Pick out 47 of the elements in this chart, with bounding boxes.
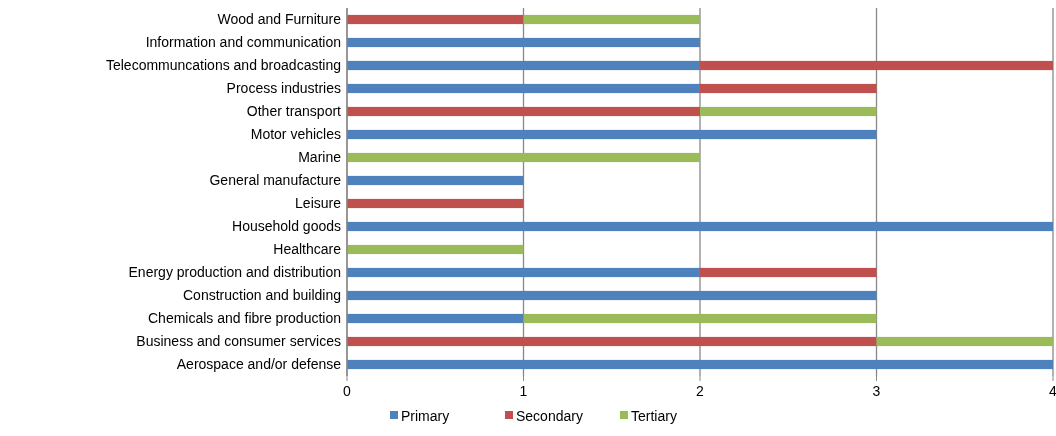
y-tick-label: Other transport: [246, 103, 342, 120]
bar: [347, 221, 1053, 232]
y-tick-label: Business and consumer services: [136, 333, 341, 350]
bar: [347, 336, 877, 347]
bar: [347, 359, 1053, 370]
y-tick-label: General manufacture: [209, 172, 342, 189]
y-tick-label: Healthcare: [273, 241, 342, 258]
bar: [347, 290, 877, 301]
y-tick-label: Motor vehicles: [250, 126, 341, 143]
y-tick-label: Energy production and distribution: [128, 264, 341, 281]
bar: [700, 60, 1053, 71]
bar: [523, 14, 700, 25]
bar: [347, 244, 524, 255]
bar: [347, 83, 700, 94]
x-tick-label: 2: [696, 383, 705, 399]
bar: [347, 14, 524, 25]
bar: [347, 267, 700, 278]
y-tick-label: Household goods: [232, 218, 341, 235]
bar: [347, 313, 524, 324]
bar: [347, 129, 877, 140]
x-tick-label: 1: [519, 383, 528, 399]
y-tick-label: Wood and Furniture: [217, 11, 342, 28]
y-tick-label: Chemicals and fibre production: [148, 310, 341, 327]
bar: [347, 60, 700, 71]
legend-label: Primary: [401, 407, 450, 424]
bar: [347, 106, 700, 117]
bar: [700, 267, 877, 278]
y-tick-label: Information and communication: [145, 34, 341, 51]
x-tick-label: 4: [1049, 383, 1056, 399]
y-tick-label: Aerospace and/or defense: [176, 356, 342, 373]
legend-label: Tertiary: [631, 407, 677, 424]
legend-label: Secondary: [516, 407, 583, 424]
x-tick-label: 3: [872, 383, 881, 399]
y-tick-label: Leisure: [295, 195, 342, 212]
bar: [347, 37, 700, 48]
bar: [700, 106, 877, 117]
x-tick-label: 0: [343, 383, 352, 399]
bar: [347, 198, 524, 209]
y-tick-label: Telecommuncations and broadcasting: [105, 57, 341, 74]
bar: [876, 336, 1053, 347]
bar: [347, 175, 524, 186]
y-tick-label: Construction and building: [183, 287, 341, 304]
bar: [700, 83, 877, 94]
bar: [523, 313, 877, 324]
bar: [347, 152, 700, 163]
y-tick-label: Marine: [298, 149, 342, 166]
y-tick-label: Process industries: [226, 80, 341, 97]
